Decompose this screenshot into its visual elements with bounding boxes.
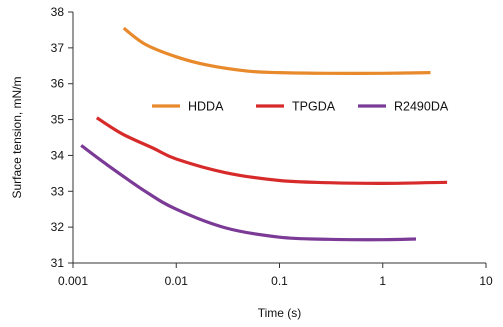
series-line-r2490da xyxy=(80,144,417,242)
x-tick-label: 0.01 xyxy=(165,274,189,288)
x-tick-label: 1 xyxy=(379,274,386,288)
legend-label-hdda: HDDA xyxy=(188,100,224,114)
y-axis-title: Surface tension, mN/m xyxy=(10,76,24,198)
y-tick-label: 36 xyxy=(51,77,65,91)
series-lines xyxy=(80,26,448,242)
x-ticks: 0.001 0.01 0.1 1 10 xyxy=(58,263,493,288)
x-tick-label: 0.1 xyxy=(271,274,288,288)
y-tick-label: 38 xyxy=(51,5,65,19)
x-tick-label: 10 xyxy=(479,274,493,288)
x-tick-label: 0.001 xyxy=(58,274,88,288)
legend-label-tpgda: TPGDA xyxy=(292,100,336,114)
y-tick-label: 33 xyxy=(51,184,65,198)
y-tick-label: 34 xyxy=(51,148,65,162)
y-ticks: 31 32 33 34 35 36 37 38 xyxy=(51,5,73,270)
legend-label-r2490da: R2490DA xyxy=(394,100,449,114)
x-axis-title: Time (s) xyxy=(258,306,302,320)
axes: 31 32 33 34 35 36 37 38 0.001 0.01 0.1 1 10 xyxy=(51,5,493,288)
y-tick-label: 35 xyxy=(51,113,65,127)
series-line-tpgda xyxy=(95,116,448,186)
y-tick-label: 31 xyxy=(51,256,65,270)
legend: HDDA TPGDA R2490DA xyxy=(152,100,449,114)
series-line-hdda xyxy=(122,26,431,76)
y-tick-label: 32 xyxy=(51,220,65,234)
y-tick-label: 37 xyxy=(51,41,65,55)
